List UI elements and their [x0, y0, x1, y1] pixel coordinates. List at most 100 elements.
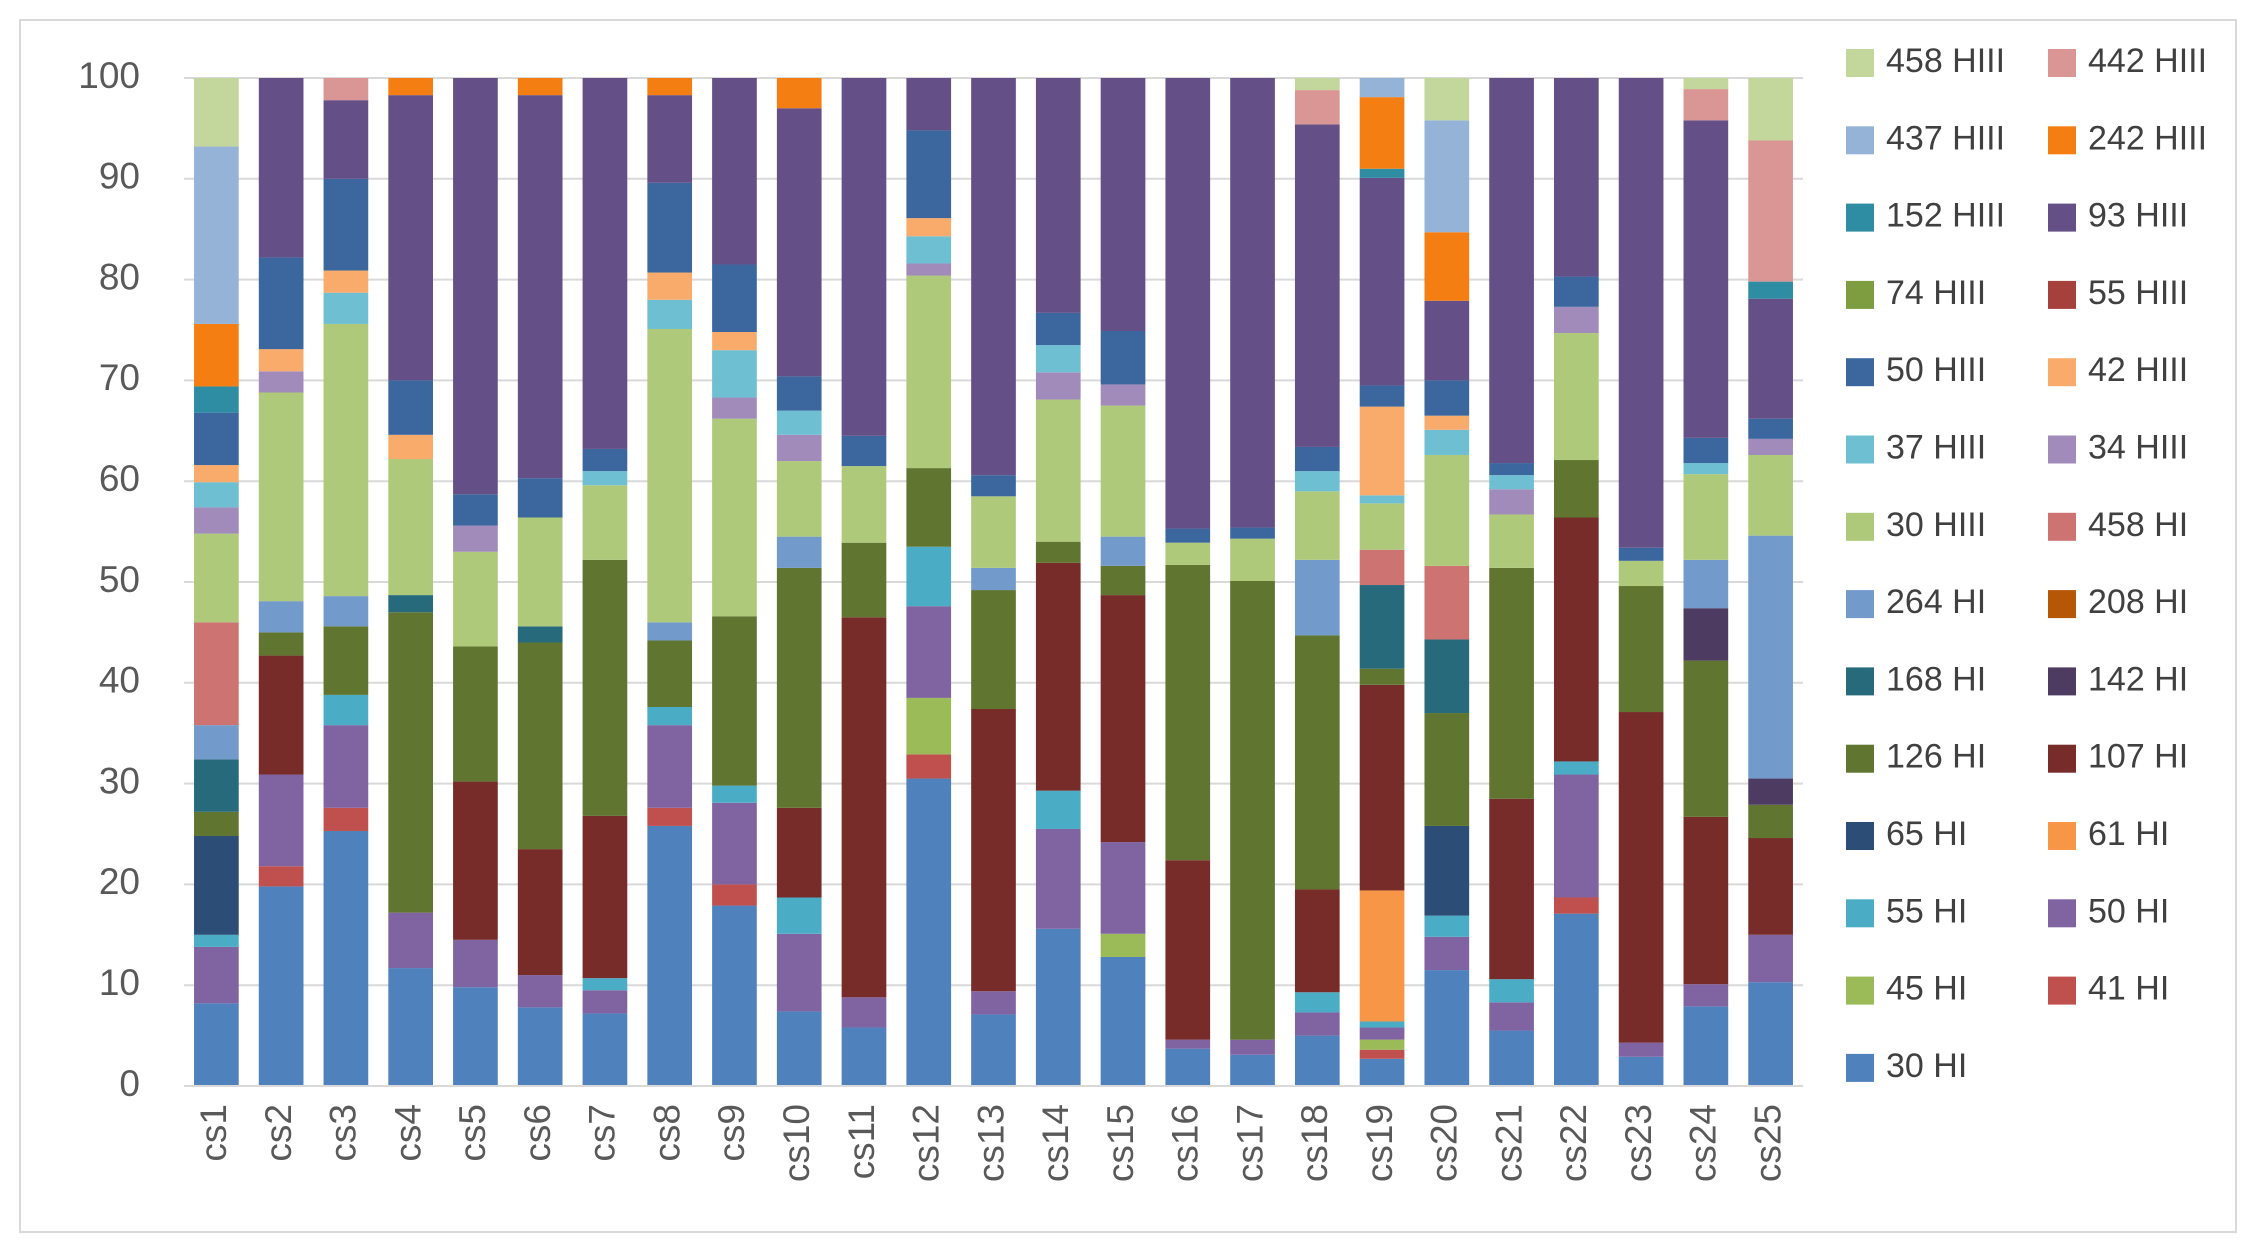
bar-segment — [1294, 78, 1340, 91]
bar-segment — [1035, 78, 1081, 313]
bar-segment — [582, 78, 628, 449]
bar-segment — [258, 774, 304, 867]
bar-segment — [194, 1003, 239, 1086]
bar-segment — [1553, 276, 1599, 307]
bar-segment — [1618, 586, 1664, 713]
bar-segment — [1359, 890, 1405, 1022]
legend-label: 55 HI — [1886, 892, 1967, 930]
legend-label: 42 HIII — [2088, 351, 2188, 389]
bar-segment — [194, 759, 239, 812]
bar-segment — [1489, 1002, 1534, 1031]
bar-segment — [388, 912, 434, 969]
bar-segment — [712, 350, 757, 398]
legend-swatch — [2048, 899, 2076, 928]
x-tick-label: cs8 — [646, 1104, 687, 1162]
bar-segment — [1359, 78, 1405, 98]
bar-segment — [841, 435, 887, 467]
bar-segment — [1489, 567, 1534, 799]
bar-segment — [388, 968, 434, 1086]
bar-segment — [647, 299, 693, 329]
bar-segment — [906, 275, 952, 469]
bar-segment — [1100, 331, 1146, 385]
bar-segment — [1618, 560, 1664, 587]
bar-segment — [1294, 491, 1340, 560]
bar-segment — [1359, 1039, 1405, 1050]
legend-swatch — [2048, 744, 2076, 773]
legend-swatch — [1846, 1053, 1874, 1082]
bar-segment — [258, 866, 304, 887]
bar-segment — [1294, 90, 1340, 125]
bar-segment — [194, 386, 239, 413]
bar-segment — [1748, 281, 1793, 299]
bar-segment — [1748, 778, 1793, 805]
bar-segment — [453, 551, 498, 647]
bar-segment — [194, 78, 239, 147]
bar-segment — [1359, 684, 1405, 891]
bar-segment — [1683, 608, 1729, 661]
legend-swatch — [2048, 358, 2076, 387]
bar-segment — [1748, 804, 1793, 839]
bar-segment — [776, 807, 822, 898]
bar-segment — [906, 697, 952, 755]
bar-segment — [1359, 385, 1405, 407]
bar-segment — [1618, 547, 1664, 561]
bar-segment — [647, 725, 693, 808]
bar-segment — [1294, 1012, 1340, 1036]
bar-segment — [1294, 992, 1340, 1013]
x-tick-label: cs10 — [776, 1104, 817, 1182]
x-tick-label: cs21 — [1488, 1104, 1529, 1182]
x-tick-label: cs1 — [193, 1104, 234, 1162]
bar-segment — [582, 471, 628, 486]
legend-label: 208 HI — [2088, 583, 2188, 621]
bar-segment — [1683, 89, 1729, 121]
bar-segment — [1035, 345, 1081, 373]
y-tick-label: 50 — [99, 559, 140, 600]
bar-segment — [1100, 595, 1146, 843]
bar-segment — [1100, 933, 1146, 957]
bar-segment — [1359, 585, 1405, 669]
y-tick-label: 40 — [99, 660, 140, 701]
bar-segment — [258, 632, 304, 656]
bar-segment — [388, 434, 434, 460]
legend-swatch — [2048, 435, 2076, 464]
bar-segment — [971, 709, 1016, 992]
y-tick-label: 100 — [78, 55, 140, 96]
bar-segment — [1100, 405, 1146, 537]
bar-segment — [1424, 429, 1470, 455]
bar-segment — [841, 466, 887, 543]
bar-segment — [194, 934, 239, 947]
bar-segment — [1553, 761, 1599, 775]
bar-segment — [582, 559, 628, 816]
bar-segment — [194, 323, 239, 387]
legend-label: 55 HIII — [2088, 274, 2188, 312]
legend-swatch — [1846, 512, 1874, 541]
bar-segment — [1489, 475, 1534, 490]
bar-segment — [647, 622, 693, 641]
bar-segment — [647, 328, 693, 623]
bar-segment — [712, 802, 757, 885]
bar-segment — [1100, 565, 1146, 596]
bar-segment — [388, 612, 434, 913]
bar-segment — [194, 811, 239, 837]
bar-segment — [1489, 463, 1534, 476]
x-tick-label: cs4 — [387, 1104, 428, 1162]
legend-label: 458 HIII — [1886, 42, 2005, 80]
bar-segment — [388, 95, 434, 381]
bar-segment — [712, 418, 757, 617]
bar-segment — [776, 567, 822, 808]
x-tick-label: cs22 — [1553, 1104, 1594, 1182]
bar-segment — [1035, 828, 1081, 929]
bar-segment — [647, 182, 693, 273]
bar-segment — [1165, 78, 1211, 529]
legend-label: 152 HIII — [1886, 197, 2005, 235]
bar-segment — [1100, 78, 1146, 332]
bar-segment — [1424, 713, 1470, 826]
bar-segment — [194, 412, 239, 466]
bar-segment — [1618, 1042, 1664, 1057]
bar-segment — [1489, 78, 1534, 464]
bar-segment — [1683, 463, 1729, 475]
legend-swatch — [1846, 435, 1874, 464]
bar-segment — [906, 78, 952, 131]
legend-swatch — [1846, 899, 1874, 928]
bar-segment — [194, 482, 239, 508]
